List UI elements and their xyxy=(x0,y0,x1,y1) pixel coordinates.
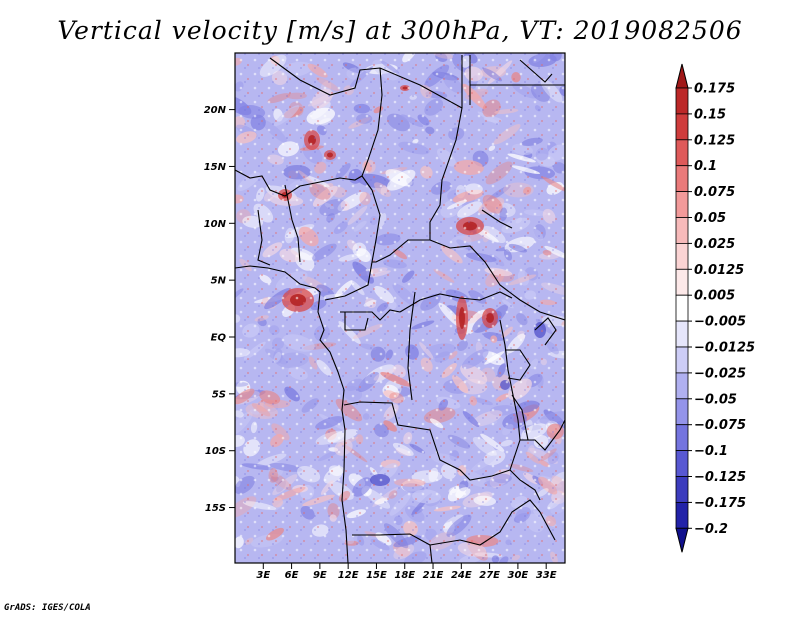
colorbar-label: 0.175 xyxy=(694,82,735,97)
map-frame xyxy=(234,52,566,564)
colorbar-label: 0.025 xyxy=(694,237,735,252)
lon-label: 27E xyxy=(479,570,500,581)
colorbar: 0.175 0.15 0.125 0.1 0.075 0.05 0.025 0.0125 0.0… xyxy=(675,63,755,553)
colorbar-top-arrow xyxy=(675,63,689,89)
colorbar-segment xyxy=(675,501,689,529)
colorbar-label: 0.125 xyxy=(694,133,735,148)
colorbar-segment xyxy=(675,139,689,167)
lon-label: 30E xyxy=(508,570,529,581)
colorbar-label: −0.025 xyxy=(694,366,746,381)
lon-label: 24E xyxy=(451,570,472,581)
colorbar-segment xyxy=(675,346,689,374)
lon-label: 3E xyxy=(256,570,270,581)
colorbar-label: 0.075 xyxy=(694,185,735,200)
latitude-axis: 20N 15N 10N 5N EQ 5S 10S 15S xyxy=(204,105,235,514)
colorbar-label: 0.005 xyxy=(694,289,735,304)
colorbar-segment xyxy=(675,217,689,244)
lat-label: 5S xyxy=(212,389,226,400)
velocity-field xyxy=(235,53,565,563)
lat-label: 10S xyxy=(205,446,226,457)
country-borders xyxy=(235,55,565,563)
colorbar-segment xyxy=(675,242,689,270)
colorbar-segment xyxy=(675,450,689,477)
lon-label: 15E xyxy=(366,570,387,581)
colorbar-label: 0.0125 xyxy=(694,263,744,278)
lat-label: 5N xyxy=(211,276,227,287)
colorbar-label: −0.05 xyxy=(694,392,737,407)
lon-label: 6E xyxy=(285,570,299,581)
colorbar-bottom-arrow xyxy=(675,527,689,553)
map-title: Vertical velocity [m/s] at 300hPa, VT: 2… xyxy=(57,16,743,45)
colorbar-segment xyxy=(675,268,689,296)
colorbar-segment xyxy=(675,372,689,400)
colorbar-segment xyxy=(675,398,689,426)
lat-label: EQ xyxy=(211,333,227,344)
colorbar-segment xyxy=(675,320,689,348)
lon-label: 18E xyxy=(394,570,415,581)
colorbar-label: −0.0125 xyxy=(694,341,755,356)
grads-credit: GrADS: IGES/COLA xyxy=(4,603,91,613)
longitude-axis: 3E 6E 9E 12E 15E 18E 21E 24E 27E 30E 33E xyxy=(256,563,557,581)
colorbar-label: −0.075 xyxy=(694,418,746,433)
colorbar-label: −0.175 xyxy=(694,496,746,511)
lat-label: 10N xyxy=(204,219,227,230)
colorbar-segment xyxy=(675,165,689,192)
lat-label: 15N xyxy=(204,162,227,173)
lat-label: 20N xyxy=(204,105,227,116)
colorbar-label: −0.2 xyxy=(694,522,728,537)
colorbar-label: −0.005 xyxy=(694,315,746,330)
colorbar-segment xyxy=(675,476,689,503)
colorbar-segment xyxy=(675,294,689,322)
lon-label: 33E xyxy=(536,570,557,581)
colorbar-label: 0.1 xyxy=(694,159,717,174)
colorbar-label: 0.05 xyxy=(694,211,726,226)
colorbar-segment xyxy=(675,87,689,115)
lon-label: 21E xyxy=(423,570,444,581)
lat-label: 15S xyxy=(205,503,226,514)
lon-label: 9E xyxy=(313,570,327,581)
colorbar-segment xyxy=(675,191,689,218)
colorbar-segment xyxy=(675,424,689,452)
lon-label: 12E xyxy=(338,570,359,581)
colorbar-label: −0.125 xyxy=(694,470,746,485)
colorbar-segment xyxy=(675,113,689,141)
colorbar-label: −0.1 xyxy=(694,444,728,459)
colorbar-label: 0.15 xyxy=(694,107,726,122)
